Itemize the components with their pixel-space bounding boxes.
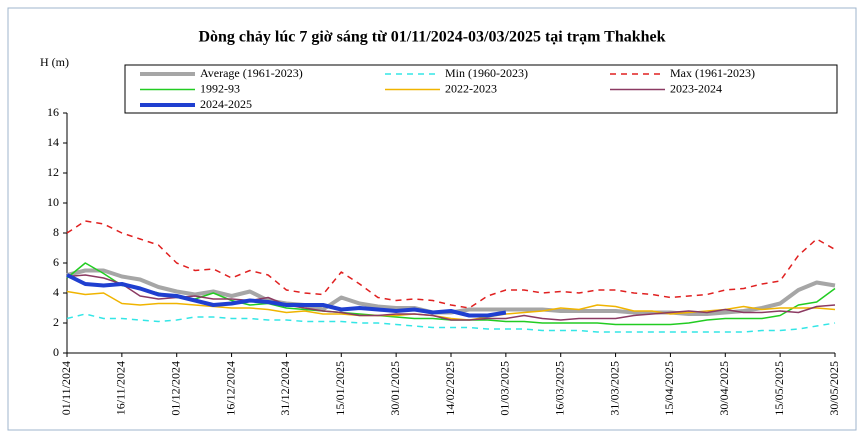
series-line (66, 273, 507, 318)
y-tick-label: 12 (47, 165, 59, 179)
y-tick-label: 2 (53, 315, 59, 329)
x-tick-label: 16/03/2025 (552, 361, 566, 416)
legend-box (124, 64, 838, 114)
x-tick-label: 30/05/2025 (827, 361, 841, 416)
legend-label: 2023-2024 (670, 81, 722, 95)
legend-label: Min (1960-2023) (445, 66, 528, 80)
y-tick-label: 0 (53, 345, 59, 359)
series-line (66, 274, 836, 321)
legend-label: 2024-2025 (200, 97, 252, 111)
chart-title: Dòng chảy lúc 7 giờ sáng từ 01/11/2024-0… (198, 29, 665, 46)
y-tick-label: 4 (53, 285, 59, 299)
x-tick-label: 01/11/2024 (59, 361, 73, 415)
legend-label: 1992-93 (200, 81, 240, 95)
legend-label: Max (1961-2023) (670, 66, 755, 80)
x-tick-label: 16/12/2024 (223, 361, 237, 416)
x-tick-label: 30/01/2025 (388, 361, 402, 416)
x-tick-label: 31/03/2025 (607, 361, 621, 416)
x-tick-label: 01/03/2025 (498, 361, 512, 416)
series-line (66, 290, 836, 321)
x-tick-label: 14/02/2025 (443, 361, 457, 416)
y-tick-label: 16 (47, 105, 59, 119)
x-tick-label: 15/04/2025 (662, 361, 676, 416)
y-tick-label: 10 (47, 195, 59, 209)
x-tick-label: 01/12/2024 (168, 361, 182, 416)
x-tick-label: 30/04/2025 (717, 361, 731, 416)
x-tick-label: 15/01/2025 (333, 361, 347, 416)
x-tick-label: 31/12/2024 (278, 361, 292, 416)
legend-label: 2022-2023 (445, 81, 497, 95)
x-tick-label: 16/11/2024 (114, 361, 128, 415)
x-tick-label: 15/05/2025 (772, 361, 786, 416)
series-line (66, 313, 836, 333)
y-axis-label: H (m) (40, 55, 69, 69)
legend-label: Average (1961-2023) (200, 66, 303, 80)
series-line (66, 220, 836, 309)
y-tick-label: 6 (53, 255, 59, 269)
y-tick-label: 14 (47, 135, 59, 149)
y-tick-label: 8 (53, 225, 59, 239)
